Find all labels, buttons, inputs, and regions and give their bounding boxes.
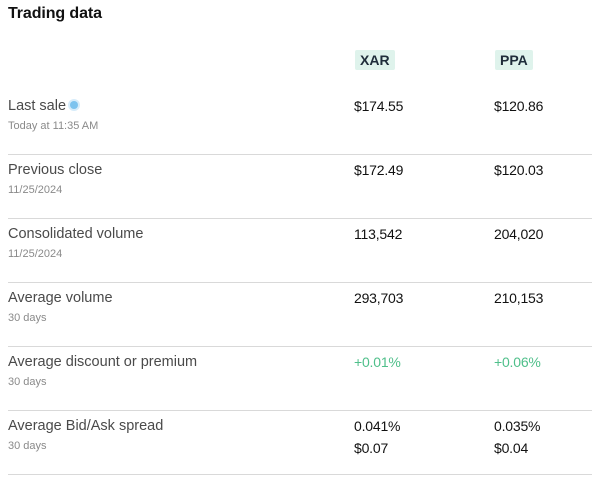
xar-previous-close: $172.49	[354, 162, 404, 178]
row-label: Consolidated volume	[8, 226, 144, 242]
row-sublabel: 11/25/2024	[8, 248, 63, 260]
ppa-previous-close: $120.03	[494, 162, 544, 178]
table-row-average-discount-premium: Average discount or premium 30 days +0.0…	[8, 346, 592, 411]
xar-bid-ask-spread-dollar: $0.07	[354, 440, 389, 456]
table-row-average-bid-ask-spread: Average Bid/Ask spread 30 days 0.041% $0…	[8, 410, 592, 475]
xar-consolidated-volume: 113,542	[354, 226, 403, 242]
row-label: Average volume	[8, 290, 113, 306]
row-sublabel: 30 days	[8, 376, 47, 388]
ppa-last-sale: $120.86	[494, 98, 544, 114]
xar-average-discount-premium: +0.01%	[354, 354, 401, 370]
row-sublabel: 11/25/2024	[8, 184, 63, 196]
row-label: Previous close	[8, 162, 103, 178]
table-row-average-volume: Average volume 30 days 293,703 210,153	[8, 282, 592, 347]
xar-bid-ask-spread-percent: 0.041%	[354, 418, 401, 434]
table-row-previous-close: Previous close 11/25/2024 $172.49 $120.0…	[8, 154, 592, 219]
ppa-bid-ask-spread-dollar: $0.04	[494, 440, 529, 456]
row-label: Average Bid/Ask spread	[8, 418, 164, 434]
table-row-last-sale: Last sale Today at 11:35 AM $174.55 $120…	[8, 90, 592, 155]
row-sublabel: 30 days	[8, 440, 47, 452]
ppa-average-discount-premium: +0.06%	[494, 354, 541, 370]
section-title: Trading data	[8, 5, 102, 22]
ticker-badge-ppa: PPA	[495, 50, 533, 70]
row-sublabel: Today at 11:35 AM	[8, 120, 99, 132]
xar-average-volume: 293,703	[354, 290, 404, 306]
row-label: Last sale	[8, 98, 67, 114]
row-label: Average discount or premium	[8, 354, 198, 370]
ppa-bid-ask-spread-percent: 0.035%	[494, 418, 541, 434]
ppa-consolidated-volume: 204,020	[494, 226, 544, 242]
ppa-average-volume: 210,153	[494, 290, 544, 306]
xar-last-sale: $174.55	[354, 98, 404, 114]
table-row-consolidated-volume: Consolidated volume 11/25/2024 113,542 2…	[8, 218, 592, 283]
ticker-badge-xar: XAR	[355, 50, 395, 70]
row-sublabel: 30 days	[8, 312, 47, 324]
live-indicator-dot-icon	[70, 101, 79, 109]
